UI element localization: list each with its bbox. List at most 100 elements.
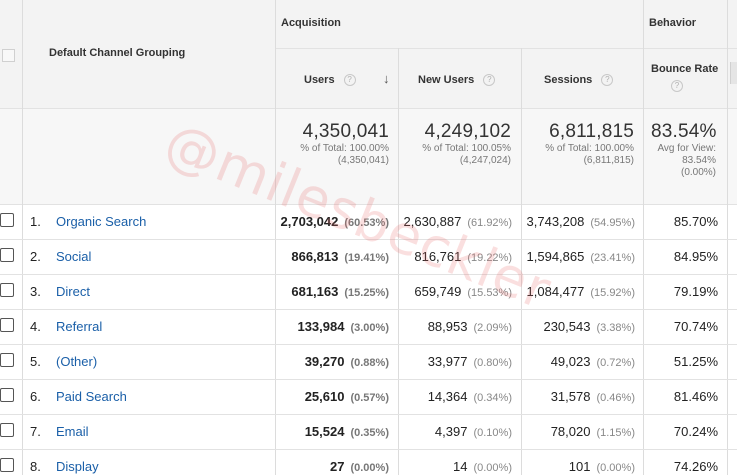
new-users-value: 33,977 <box>427 354 468 369</box>
table-row: 1. Organic Search 2,703,042 (60.53%) 2,630,8… <box>0 204 737 239</box>
column-divider <box>398 48 399 475</box>
row-divider <box>0 449 737 450</box>
sessions-total: 6,811,815 % of Total: 100.00% (6,811,815… <box>522 121 634 167</box>
channel-link[interactable]: Organic Search <box>56 214 147 229</box>
channel-link[interactable]: Referral <box>56 319 103 334</box>
row-checkbox[interactable] <box>0 423 14 437</box>
channel-link[interactable]: Display <box>56 459 99 474</box>
sessions-cell: 49,023 (0.72%) <box>551 354 635 369</box>
users-percent: (0.35%) <box>350 427 389 439</box>
users-value: 2,703,042 <box>280 214 339 229</box>
users-value: 681,163 <box>291 284 339 299</box>
row-checkbox[interactable] <box>0 318 14 332</box>
users-cell: 133,984 (3.00%) <box>297 319 389 334</box>
bounce-rate-total-value: 83.54% <box>651 121 717 142</box>
users-cell: 39,270 (0.88%) <box>305 354 389 369</box>
row-index: 3. <box>30 284 41 299</box>
new-users-column-header[interactable]: New Users ? <box>418 74 496 86</box>
bounce-rate-total: 83.54% Avg for View: 83.54% (0.00%) <box>644 121 716 179</box>
row-checkbox[interactable] <box>0 353 14 367</box>
table-row: 4. Referral 133,984 (3.00%) 88,953 (2.09%) 230… <box>0 309 737 344</box>
new-users-cell: 659,749 (15.53%) <box>414 284 512 299</box>
sessions-cell: 31,578 (0.46%) <box>551 389 635 404</box>
row-index: 5. <box>30 354 41 369</box>
row-index: 2. <box>30 249 41 264</box>
row-index: 4. <box>30 319 41 334</box>
users-value: 27 <box>330 459 345 474</box>
row-divider <box>0 239 737 240</box>
new-users-value: 659,749 <box>414 284 462 299</box>
new-users-cell: 14 (0.00%) <box>453 459 512 474</box>
bounce-rate-avg-label: Avg for View: <box>657 143 716 154</box>
sessions-percent: (23.41%) <box>590 252 635 264</box>
bounce-rate-cell: 79.19% <box>673 284 718 299</box>
row-checkbox[interactable] <box>0 283 14 297</box>
row-divider <box>0 344 737 345</box>
sessions-value: 49,023 <box>550 354 591 369</box>
table-header-background <box>0 0 737 108</box>
sort-descending-icon[interactable]: ↓ <box>383 71 390 86</box>
row-divider <box>0 309 737 310</box>
group-header-divider <box>275 48 737 49</box>
new-users-percent: (0.80%) <box>473 357 512 369</box>
users-cell: 681,163 (15.25%) <box>291 284 389 299</box>
bounce-rate-cell: 74.26% <box>673 459 718 474</box>
channel-link[interactable]: Direct <box>56 284 90 299</box>
users-percent: (60.53%) <box>344 217 389 229</box>
sessions-cell: 1,084,477 (15.92%) <box>527 284 635 299</box>
sessions-value: 1,594,865 <box>526 249 585 264</box>
new-users-percent: (61.92%) <box>467 217 512 229</box>
users-column-header[interactable]: Users ? <box>304 74 356 86</box>
table-row: 6. Paid Search 25,610 (0.57%) 14,364 (0.34%) 3… <box>0 379 737 414</box>
row-index: 8. <box>30 459 41 474</box>
sessions-column-header[interactable]: Sessions ? <box>544 74 614 86</box>
table-row: 7. Email 15,524 (0.35%) 4,397 (0.10%) 78,020 (1… <box>0 414 737 449</box>
users-header-label: Users <box>304 74 335 86</box>
row-index: 6. <box>30 389 41 404</box>
help-icon[interactable]: ? <box>601 74 614 86</box>
new-users-percent: (0.10%) <box>473 427 512 439</box>
sessions-value: 78,020 <box>550 424 591 439</box>
sessions-value: 101 <box>568 459 591 474</box>
dimension-header[interactable]: Default Channel Grouping <box>49 47 186 59</box>
new-users-value: 816,761 <box>414 249 462 264</box>
new-users-value: 14,364 <box>427 389 468 404</box>
new-users-percent: (0.34%) <box>473 392 512 404</box>
channel-link[interactable]: Email <box>56 424 89 439</box>
column-divider <box>521 48 522 475</box>
row-checkbox[interactable] <box>0 213 14 227</box>
new-users-total-value: 4,249,102 <box>424 121 511 142</box>
row-checkbox[interactable] <box>0 458 14 472</box>
users-total-value: 4,350,041 <box>302 121 389 142</box>
select-all-checkbox[interactable] <box>2 49 15 62</box>
bounce-rate-column-header[interactable]: Bounce Rate <box>651 63 718 75</box>
sessions-total-absolute: (6,811,815) <box>583 155 634 166</box>
totals-bottom-divider <box>0 204 737 205</box>
sessions-percent: (0.46%) <box>596 392 635 404</box>
users-value: 15,524 <box>304 424 345 439</box>
table-row: 2. Social 866,813 (19.41%) 816,761 (19.22%) 1,… <box>0 239 737 274</box>
sessions-percent: (3.38%) <box>596 322 635 334</box>
sessions-total-percent: % of Total: 100.00% <box>545 143 634 154</box>
help-icon[interactable]: ? <box>483 74 496 86</box>
row-checkbox[interactable] <box>0 248 14 262</box>
users-percent: (0.57%) <box>350 392 389 404</box>
help-icon[interactable]: ? <box>671 80 683 92</box>
sessions-total-value: 6,811,815 <box>549 121 634 142</box>
users-value: 133,984 <box>297 319 345 334</box>
bounce-rate-cell: 81.46% <box>673 389 718 404</box>
new-users-cell: 33,977 (0.80%) <box>428 354 512 369</box>
channel-link[interactable]: Paid Search <box>56 389 127 404</box>
row-checkbox[interactable] <box>0 388 14 402</box>
help-icon[interactable]: ? <box>343 74 356 86</box>
sessions-value: 31,578 <box>550 389 591 404</box>
channel-link[interactable]: Social <box>56 249 92 264</box>
new-users-total: 4,249,102 % of Total: 100.05% (4,247,024… <box>399 121 511 167</box>
column-divider <box>643 0 644 475</box>
new-users-total-absolute: (4,247,024) <box>459 155 511 166</box>
channel-link[interactable]: (Other) <box>56 354 98 369</box>
column-divider <box>727 0 728 475</box>
bounce-rate-cell: 85.70% <box>673 214 718 229</box>
row-divider <box>0 274 737 275</box>
